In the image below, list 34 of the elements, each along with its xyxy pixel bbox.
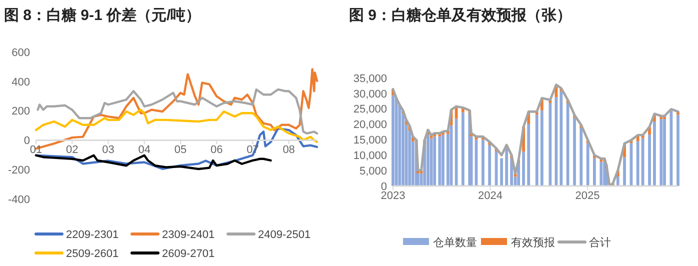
x-tick-label: 2025 bbox=[575, 190, 600, 202]
legend-label: 2609-2701 bbox=[162, 248, 215, 260]
x-tick-label: 02 bbox=[66, 144, 78, 156]
chart-title: 图 8：白糖 9-1 价差（元/吨） bbox=[4, 7, 201, 24]
y-tick-label: 15,000 bbox=[353, 134, 387, 147]
x-tick-label: 2024 bbox=[478, 190, 503, 202]
x-tick-label: 08 bbox=[282, 144, 295, 156]
y-tick-label: 35,000 bbox=[353, 72, 387, 85]
legend-label: 2309-2401 bbox=[162, 228, 215, 241]
legend-label: 2509-2601 bbox=[66, 248, 119, 260]
y-tick-label: 400 bbox=[12, 76, 30, 88]
x-tick-label: 06 bbox=[210, 144, 223, 156]
x-tick-label: 04 bbox=[138, 144, 150, 156]
legend-label: 有效预报 bbox=[511, 236, 555, 249]
y-tick-label: -200 bbox=[8, 164, 30, 176]
legend-label: 合计 bbox=[589, 236, 611, 249]
x-tick-label: 2023 bbox=[380, 190, 406, 202]
legend-label: 2209-2301 bbox=[66, 228, 119, 241]
y-tick-label: 20,000 bbox=[353, 119, 387, 132]
x-tick-label: 05 bbox=[174, 144, 187, 156]
y-tick-label: 0 bbox=[380, 180, 387, 193]
y-tick-label: 10,000 bbox=[353, 150, 387, 162]
y-tick-label: 30,000 bbox=[353, 88, 387, 100]
y-tick-label: 5,000 bbox=[359, 165, 387, 178]
y-tick-label: -400 bbox=[8, 194, 30, 206]
y-tick-label: 200 bbox=[12, 106, 30, 118]
y-tick-label: 0 bbox=[24, 135, 30, 148]
x-tick-label: 01 bbox=[30, 144, 42, 156]
legend-label: 仓单数量 bbox=[433, 236, 477, 249]
legend-label: 2409-2501 bbox=[258, 228, 311, 241]
y-tick-label: 600 bbox=[12, 46, 30, 59]
x-tick-label: 03 bbox=[102, 144, 114, 156]
y-tick-label: 25,000 bbox=[353, 104, 387, 116]
chart-title: 图 9：白糖仓单及有效预报（张） bbox=[349, 7, 572, 24]
